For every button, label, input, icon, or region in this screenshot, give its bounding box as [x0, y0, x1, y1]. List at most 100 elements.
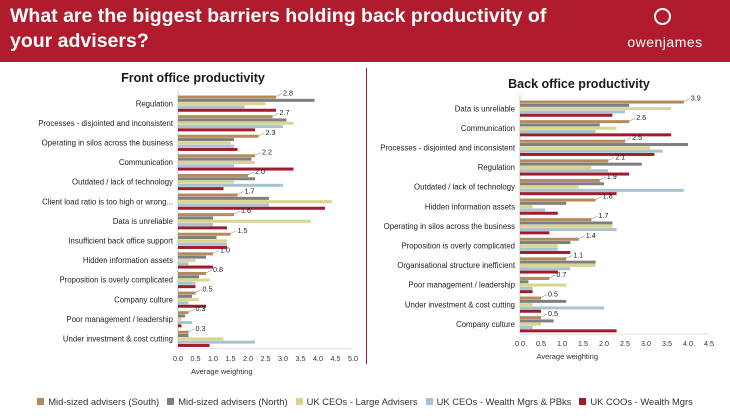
bar-mid-sized-advisers-north- [178, 334, 189, 338]
legend-item: UK CEOs - Wealth Mgrs & PBks [425, 396, 571, 407]
x-axis-title: Average weighting [536, 352, 598, 361]
bar-uk-ceos-wealth-mgrs-pbks [520, 208, 546, 212]
x-tick-label: 1.0 [557, 339, 567, 348]
bar-uk-coos-wealth-mgrs [178, 265, 213, 269]
bar-uk-coos-wealth-mgrs [520, 250, 571, 254]
bar-uk-coos-wealth-mgrs [178, 167, 294, 171]
bar-mid-sized-advisers-south- [178, 291, 196, 295]
bar-uk-ceos-large-advisers [520, 263, 596, 267]
legend-item: UK CEOs - Large Advisers [295, 395, 418, 407]
data-label-leader [608, 157, 615, 161]
bar-mid-sized-advisers-south- [520, 198, 596, 202]
category-label: Processes - disjointed and inconsistent [38, 119, 174, 128]
chart-title: Front office productivity [121, 71, 265, 85]
bar-uk-ceos-wealth-mgrs-pbks [178, 242, 227, 246]
data-label: 2.8 [283, 89, 293, 98]
category-label: Regulation [136, 99, 173, 108]
bar-uk-ceos-large-advisers [520, 126, 617, 130]
bar-mid-sized-advisers-south- [178, 213, 234, 217]
bar-uk-ceos-large-advisers [178, 337, 224, 341]
x-tick-label: 1.5 [578, 339, 588, 348]
bar-uk-ceos-wealth-mgrs-pbks [178, 164, 234, 168]
bar-uk-ceos-wealth-mgrs-pbks [520, 228, 617, 232]
data-label: 0.5 [548, 309, 558, 318]
x-tick-label: 2.0 [243, 354, 253, 363]
bar-uk-ceos-wealth-mgrs-pbks [520, 130, 596, 134]
category-label: Company culture [456, 320, 515, 329]
legend-swatch [579, 397, 587, 405]
bar-uk-coos-wealth-mgrs [520, 231, 550, 235]
bar-uk-ceos-wealth-mgrs-pbks [178, 203, 269, 207]
category-label: Outdated / lack of technology [414, 183, 515, 192]
bar-uk-ceos-wealth-mgrs-pbks [178, 262, 189, 266]
category-label: Hidden information assets [83, 256, 173, 265]
bar-mid-sized-advisers-north- [520, 319, 554, 323]
bar-mid-sized-advisers-south- [178, 311, 189, 315]
bar-uk-coos-wealth-mgrs [178, 226, 227, 230]
bar-mid-sized-advisers-north- [178, 236, 217, 240]
legend-swatch [295, 397, 303, 405]
bar-mid-sized-advisers-north- [520, 221, 613, 225]
bar-mid-sized-advisers-south- [520, 178, 600, 182]
bar-mid-sized-advisers-south- [178, 330, 189, 334]
bar-uk-ceos-wealth-mgrs-pbks [520, 267, 571, 271]
x-tick-label: 1.5 [226, 354, 236, 363]
data-label: 2.2 [262, 147, 272, 156]
bar-mid-sized-advisers-south- [178, 95, 276, 99]
data-label: 0.3 [196, 304, 206, 313]
bar-uk-ceos-large-advisers [178, 141, 231, 145]
data-label-leader [237, 191, 244, 195]
data-label-leader [540, 313, 548, 318]
bar-uk-ceos-wealth-mgrs-pbks [178, 183, 283, 187]
owenjames-logo: owenjames [622, 8, 708, 56]
bar-mid-sized-advisers-south- [178, 232, 231, 236]
bar-uk-ceos-large-advisers [520, 283, 567, 287]
bar-mid-sized-advisers-north- [178, 255, 206, 259]
bar-uk-coos-wealth-mgrs [178, 245, 227, 249]
category-label: Proposition is overly complicated [59, 276, 173, 285]
data-label: 1.9 [607, 172, 617, 181]
bar-uk-coos-wealth-mgrs [520, 152, 655, 156]
bar-mid-sized-advisers-north- [520, 182, 604, 186]
bar-mid-sized-advisers-south- [520, 237, 579, 241]
data-label: 1.4 [586, 231, 596, 240]
bar-uk-ceos-large-advisers [520, 224, 613, 228]
bar-uk-coos-wealth-mgrs [520, 192, 617, 196]
bar-mid-sized-advisers-south- [520, 296, 541, 300]
x-tick-label: 0.5 [536, 339, 546, 348]
bar-mid-sized-advisers-south- [178, 134, 259, 138]
x-tick-label: 4.5 [331, 354, 341, 363]
legend-swatch [425, 397, 433, 405]
chart-title: Back office productivity [508, 77, 650, 91]
bar-uk-coos-wealth-mgrs [178, 304, 206, 308]
x-tick-label: 4.0 [683, 339, 693, 348]
bar-uk-ceos-large-advisers [178, 239, 227, 243]
data-label: 0.5 [548, 290, 558, 299]
legend-label: UK CEOs - Large Advisers [306, 395, 418, 407]
bar-mid-sized-advisers-south- [178, 173, 248, 177]
data-label-leader [599, 176, 606, 181]
category-label: Operating in silos across the business [42, 139, 173, 148]
legend-item: Mid-sized advisers (North) [167, 396, 288, 407]
bar-mid-sized-advisers-south- [520, 139, 625, 143]
bar-uk-ceos-wealth-mgrs-pbks [520, 188, 684, 192]
bar-mid-sized-advisers-north- [178, 98, 315, 102]
bar-mid-sized-advisers-north- [178, 157, 252, 161]
bar-uk-ceos-wealth-mgrs-pbks [178, 340, 255, 344]
x-tick-label: 3.0 [641, 339, 651, 348]
bar-uk-ceos-wealth-mgrs-pbks [178, 281, 196, 285]
data-label-leader [578, 235, 585, 240]
bar-uk-ceos-large-advisers [520, 146, 651, 150]
bar-uk-ceos-wealth-mgrs-pbks [520, 169, 609, 173]
bar-mid-sized-advisers-north- [178, 314, 185, 318]
data-label-leader [188, 328, 195, 333]
x-tick-label: 2.5 [620, 339, 630, 348]
data-label: 0.5 [203, 285, 213, 294]
category-label: Under investment & cost cutting [63, 335, 173, 344]
data-label-leader [272, 112, 279, 117]
bar-uk-coos-wealth-mgrs [178, 128, 255, 132]
category-label: Hidden information assets [425, 202, 515, 211]
data-label: 1.7 [598, 211, 608, 220]
data-label-leader [549, 274, 556, 279]
bar-mid-sized-advisers-south- [178, 154, 255, 158]
